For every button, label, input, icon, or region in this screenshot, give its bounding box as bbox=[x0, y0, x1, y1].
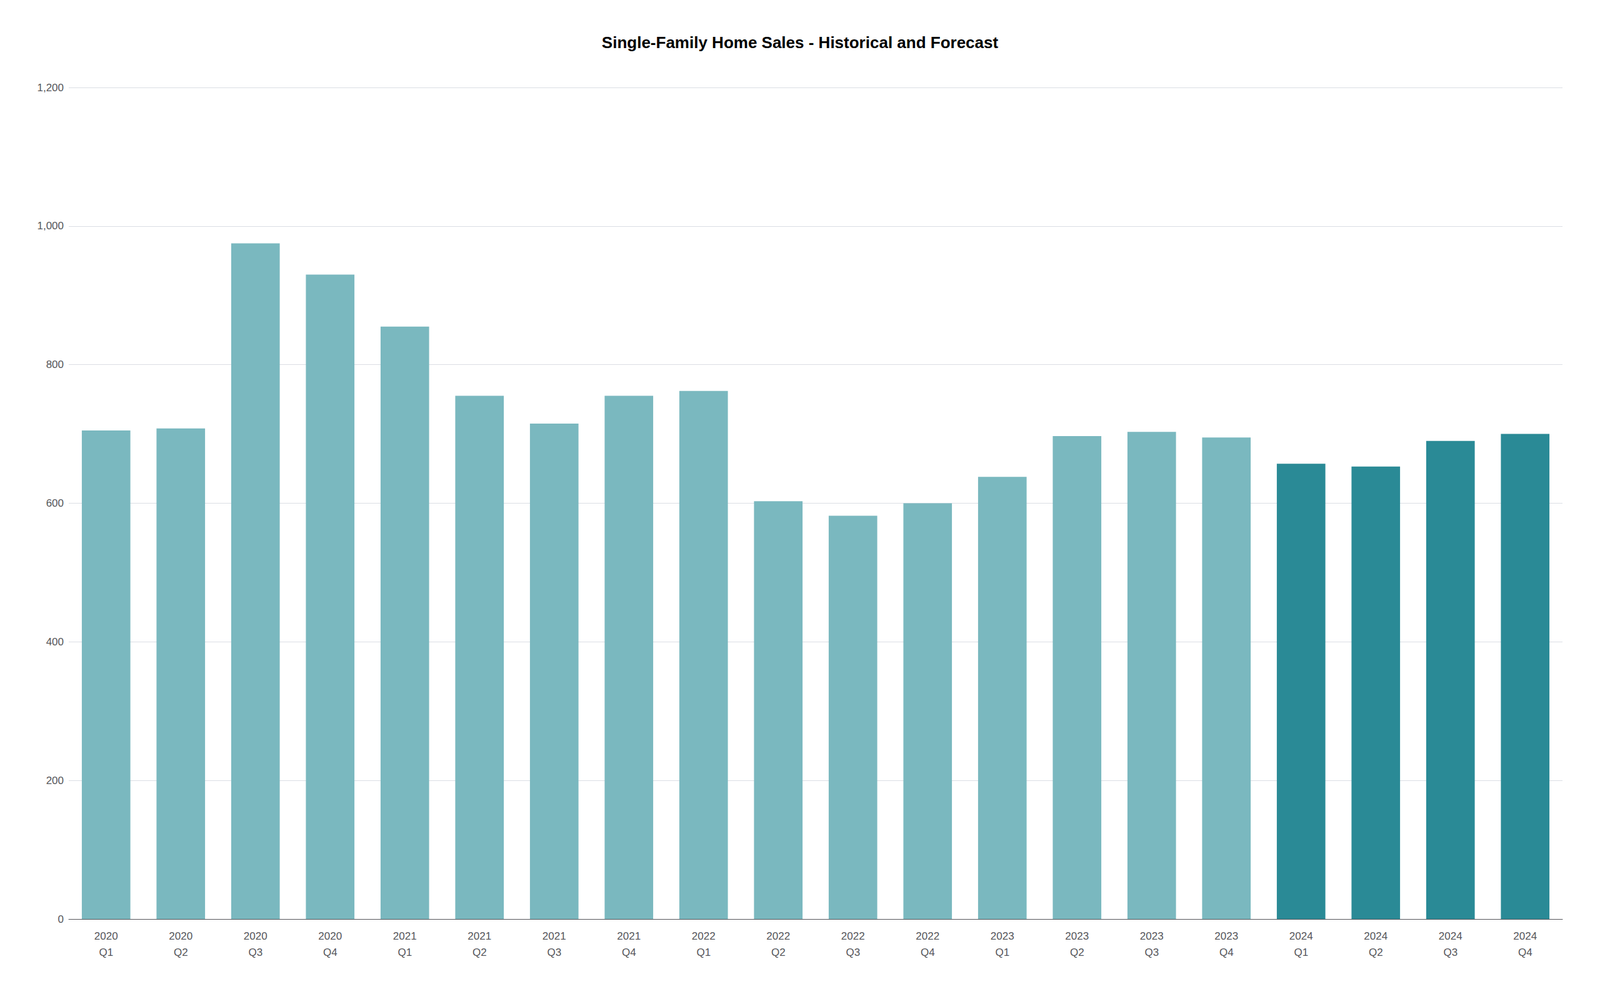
svg-text:2020: 2020 bbox=[94, 930, 119, 943]
svg-text:Q1: Q1 bbox=[397, 946, 412, 959]
svg-text:Q4: Q4 bbox=[323, 946, 338, 959]
svg-text:2023: 2023 bbox=[1065, 930, 1089, 943]
svg-text:600: 600 bbox=[46, 497, 64, 510]
svg-text:1,000: 1,000 bbox=[36, 220, 64, 232]
svg-text:Q1: Q1 bbox=[995, 946, 1010, 959]
svg-text:Q2: Q2 bbox=[771, 946, 786, 959]
svg-text:2021: 2021 bbox=[542, 930, 567, 943]
svg-text:Q2: Q2 bbox=[1070, 946, 1085, 959]
svg-text:2024: 2024 bbox=[1513, 930, 1537, 943]
svg-text:2021: 2021 bbox=[393, 930, 417, 943]
svg-text:Q3: Q3 bbox=[546, 946, 562, 959]
svg-text:Q4: Q4 bbox=[1219, 946, 1234, 959]
svg-text:2022: 2022 bbox=[766, 930, 790, 943]
svg-text:2020: 2020 bbox=[318, 930, 342, 943]
svg-text:2021: 2021 bbox=[616, 930, 641, 943]
svg-text:1,200: 1,200 bbox=[36, 81, 64, 94]
svg-text:2024: 2024 bbox=[1289, 930, 1314, 943]
svg-text:Q1: Q1 bbox=[98, 946, 114, 959]
svg-text:2020: 2020 bbox=[168, 930, 193, 943]
svg-text:Q3: Q3 bbox=[1144, 946, 1159, 959]
svg-text:Q4: Q4 bbox=[621, 946, 637, 959]
svg-text:Q2: Q2 bbox=[472, 946, 487, 959]
svg-text:Q1: Q1 bbox=[1293, 946, 1309, 959]
svg-text:800: 800 bbox=[46, 358, 64, 371]
svg-text:Q3: Q3 bbox=[248, 946, 263, 959]
svg-text:Q2: Q2 bbox=[173, 946, 189, 959]
svg-text:2024: 2024 bbox=[1363, 930, 1388, 943]
svg-text:400: 400 bbox=[46, 636, 64, 649]
svg-text:Q4: Q4 bbox=[1518, 946, 1533, 959]
svg-text:Q4: Q4 bbox=[920, 946, 935, 959]
svg-text:200: 200 bbox=[46, 775, 64, 787]
svg-text:Q3: Q3 bbox=[1443, 946, 1458, 959]
svg-text:2023: 2023 bbox=[1214, 930, 1239, 943]
svg-text:0: 0 bbox=[58, 913, 64, 926]
svg-text:Q1: Q1 bbox=[696, 946, 711, 959]
svg-text:2021: 2021 bbox=[467, 930, 492, 943]
svg-text:2022: 2022 bbox=[841, 930, 865, 943]
svg-text:2022: 2022 bbox=[915, 930, 940, 943]
svg-text:2022: 2022 bbox=[691, 930, 716, 943]
svg-text:Q2: Q2 bbox=[1368, 946, 1384, 959]
svg-text:Single-Family Home Sales - His: Single-Family Home Sales - Historical an… bbox=[601, 33, 999, 52]
svg-text:2023: 2023 bbox=[1140, 930, 1164, 943]
svg-text:2020: 2020 bbox=[243, 930, 268, 943]
svg-text:2024: 2024 bbox=[1438, 930, 1463, 943]
svg-text:Q3: Q3 bbox=[845, 946, 860, 959]
svg-text:2023: 2023 bbox=[990, 930, 1015, 943]
